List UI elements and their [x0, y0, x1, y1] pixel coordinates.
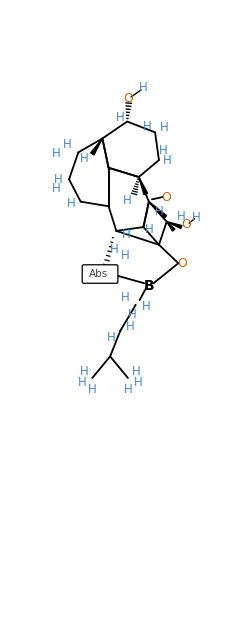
- Text: H: H: [139, 81, 147, 94]
- Text: H: H: [83, 265, 92, 278]
- Text: H: H: [162, 154, 171, 166]
- Text: O: O: [177, 257, 186, 270]
- FancyBboxPatch shape: [82, 265, 117, 283]
- Polygon shape: [138, 177, 147, 195]
- Text: H: H: [107, 332, 116, 344]
- Text: H: H: [63, 138, 71, 151]
- Text: H: H: [77, 376, 86, 389]
- Text: H: H: [115, 111, 124, 124]
- Text: H: H: [131, 364, 140, 377]
- Text: H: H: [109, 243, 118, 256]
- Text: H: H: [122, 193, 131, 207]
- Polygon shape: [166, 222, 181, 229]
- Text: H: H: [145, 223, 153, 236]
- Text: H: H: [52, 182, 61, 195]
- Text: H: H: [120, 249, 129, 262]
- Text: H: H: [128, 308, 136, 320]
- Text: O: O: [180, 219, 190, 231]
- Text: H: H: [159, 121, 168, 134]
- Text: O: O: [160, 190, 170, 203]
- Text: H: H: [125, 320, 134, 333]
- Text: H: H: [155, 205, 163, 218]
- Text: Abs: Abs: [88, 269, 108, 279]
- Text: H: H: [141, 300, 150, 313]
- Text: H: H: [51, 148, 60, 160]
- Text: H: H: [54, 173, 62, 186]
- Text: O: O: [123, 92, 132, 105]
- Text: B: B: [143, 279, 153, 293]
- Text: H: H: [133, 376, 142, 389]
- Text: H: H: [87, 383, 96, 396]
- Text: H: H: [191, 211, 200, 224]
- Text: H: H: [79, 364, 88, 377]
- Text: H: H: [67, 197, 75, 210]
- Text: H: H: [122, 228, 130, 241]
- Text: H: H: [123, 383, 132, 396]
- Text: H: H: [176, 210, 185, 223]
- Text: H: H: [142, 121, 151, 134]
- Text: H: H: [158, 144, 167, 156]
- Text: H: H: [121, 291, 129, 305]
- Text: H: H: [80, 152, 89, 165]
- Polygon shape: [90, 139, 102, 155]
- Polygon shape: [148, 202, 166, 219]
- Polygon shape: [166, 222, 174, 231]
